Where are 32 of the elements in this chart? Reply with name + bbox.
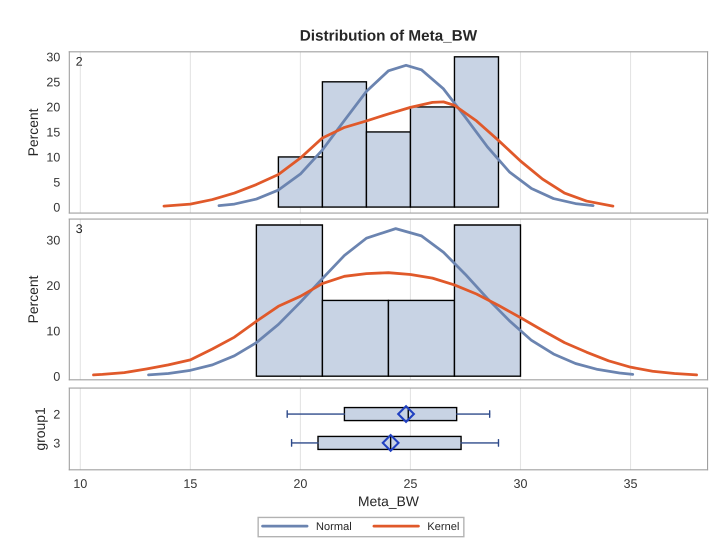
x-tick-label: 30: [514, 479, 527, 488]
y-tick-label: 3: [54, 438, 60, 448]
y-tick-label: 0: [54, 202, 60, 212]
x-tick-label: 20: [294, 479, 307, 488]
chart-title: Distribution of Meta_BW: [300, 30, 478, 43]
annotation: 3: [76, 224, 82, 234]
y-tick-label: 0: [54, 372, 60, 381]
y-tick-label: 20: [47, 281, 60, 290]
line-series: [147, 227, 634, 376]
y-tick-label: 5: [54, 178, 60, 187]
y-tick-label: 10: [47, 326, 60, 336]
y-tick-label: 30: [46, 52, 60, 62]
y-axis-title: group1: [35, 408, 48, 450]
line-series: [92, 271, 698, 376]
legend-label: Normal: [316, 522, 351, 530]
y-axis-title: Percent: [28, 276, 38, 322]
annotation: 2: [76, 56, 82, 66]
y-tick-label: 30: [46, 236, 60, 245]
y-axis-title: Percent: [28, 108, 38, 156]
x-tick-label: 35: [624, 479, 637, 488]
line-series: [218, 64, 595, 207]
y-tick-label: 20: [47, 102, 60, 112]
x-tick-label: 15: [184, 479, 197, 488]
line-series: [162, 100, 614, 208]
y-tick-label: 10: [47, 152, 60, 162]
x-tick-label: 10: [74, 479, 87, 488]
x-tick-label: 25: [404, 479, 417, 488]
y-tick-label: 15: [47, 128, 60, 137]
x-axis-title: Meta_BW: [359, 496, 419, 509]
y-tick-label: 25: [47, 78, 60, 86]
y-tick-label: 2: [54, 410, 60, 419]
legend-label: Kernel: [428, 522, 459, 530]
